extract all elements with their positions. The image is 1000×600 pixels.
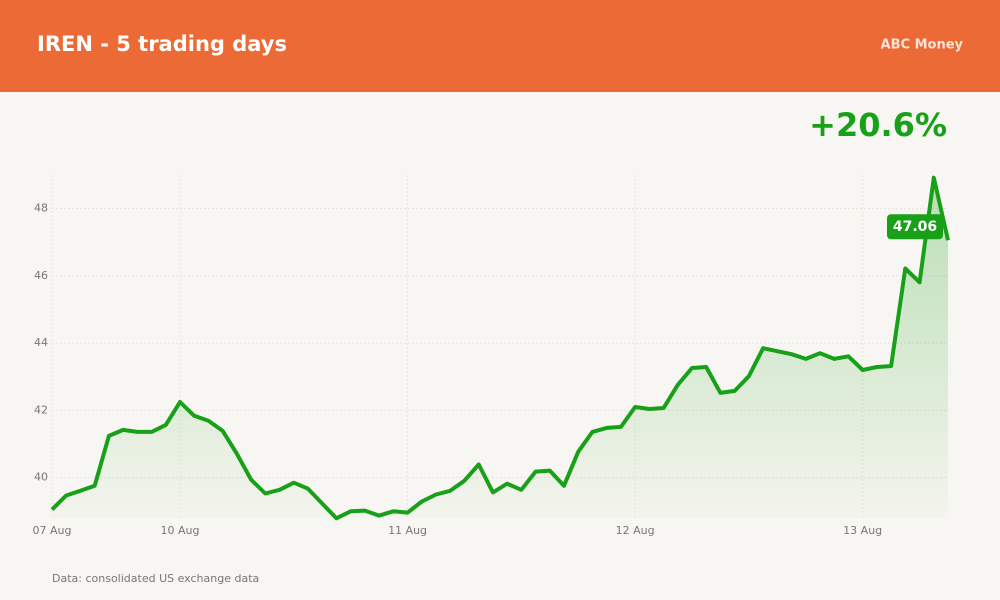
plot: 40 42 44 46 48 07 Aug 10 Aug 11 Aug 12 Aug 13 Aug… [33, 175, 950, 537]
header-title: IREN - 5 trading days [37, 32, 287, 56]
y-tick-label: 42 [34, 403, 48, 416]
x-tick-label: 11 Aug [388, 524, 427, 537]
last-value-label: 47.06 [893, 219, 937, 235]
x-tick-label: 13 Aug [843, 524, 882, 537]
y-tick-label: 48 [34, 202, 48, 215]
x-tick-label: 10 Aug [161, 524, 200, 537]
y-tick-label: 44 [34, 336, 48, 349]
source-note: Data: consolidated US exchange data [52, 572, 259, 585]
y-tick-label: 40 [34, 471, 48, 484]
header-bar [0, 0, 1000, 92]
x-tick-label: 12 Aug [616, 524, 655, 537]
area-fill [52, 177, 948, 519]
price-line [50, 175, 950, 521]
change-percent: +20.6% [809, 106, 947, 144]
x-tick-label: 07 Aug [33, 524, 72, 537]
y-tick-label: 46 [34, 269, 48, 282]
last-value-badge [887, 214, 943, 240]
brand: ABC Money [881, 38, 964, 53]
